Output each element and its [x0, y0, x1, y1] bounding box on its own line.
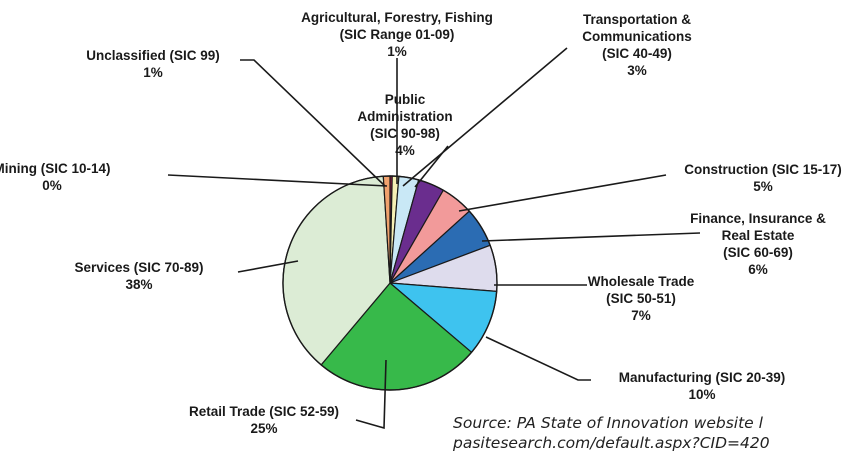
leader-line	[167, 174, 388, 187]
slice-label: Construction (SIC 15-17) 5%	[684, 162, 842, 194]
slice-percent: 38%	[125, 277, 152, 292]
slice-label-line: Wholesale Trade	[588, 274, 695, 289]
leader-lines	[167, 47, 701, 430]
slice-label-line: Manufacturing (SIC 20-39)	[619, 370, 786, 385]
slice-percent: 10%	[688, 387, 715, 402]
slice-label-line: (SIC Range 01-09)	[340, 27, 455, 42]
leader-line	[414, 145, 449, 188]
slice-label: Public Administration (SIC 90-98) 4%	[357, 92, 452, 158]
leader-line	[240, 59, 386, 187]
slice-percent: 3%	[627, 63, 647, 78]
slice-label-line: (SIC 50-51)	[606, 291, 676, 306]
slice-label-line: Transportation &	[583, 12, 691, 27]
slice-label: Agricultural, Forestry, Fishing (SIC Rang…	[301, 10, 493, 59]
slice-percent: 5%	[753, 179, 773, 194]
slice-label: Wholesale Trade (SIC 50-51) 7%	[588, 274, 695, 323]
leader-line	[402, 47, 568, 187]
pie-outline	[282, 175, 498, 391]
slice-label: Unclassified (SIC 99) 1%	[86, 48, 220, 80]
slice-percent: 25%	[250, 421, 277, 436]
slice-label: Services (SIC 70-89) 38%	[74, 260, 203, 292]
slice-label: Transportation & Communications (SIC 40-49…	[582, 12, 692, 78]
slice-percent: 1%	[387, 44, 407, 59]
slice-label: Mining (SIC 10-14) 0%	[0, 161, 111, 193]
slice-percent: 4%	[395, 143, 415, 158]
leader-line	[355, 359, 387, 430]
slice-percent: 7%	[631, 308, 651, 323]
source-line-1: Source: PA State of Innovation website l	[453, 414, 764, 432]
leader-line	[458, 174, 667, 212]
slice-label: Manufacturing (SIC 20-39) 10%	[619, 370, 786, 402]
slice-percent: 1%	[143, 65, 163, 80]
slice-label-line: (SIC 90-98)	[370, 126, 440, 141]
slice-label-line: (SIC 60-69)	[723, 245, 793, 260]
slice-label-line: Mining (SIC 10-14)	[0, 161, 111, 176]
slice-label-line: (SIC 40-49)	[602, 46, 672, 61]
leader-line	[237, 260, 299, 273]
slice-label-line: Services (SIC 70-89)	[74, 260, 203, 275]
slice-label-line: Unclassified (SIC 99)	[86, 48, 220, 63]
slice-label-line: Construction (SIC 15-17)	[684, 162, 842, 177]
pie-slices	[282, 175, 498, 391]
slice-label: Finance, Insurance & Real Estate (SIC 60-6…	[690, 211, 826, 277]
slice-label-line: Finance, Insurance &	[690, 211, 826, 226]
slice-label-line: Retail Trade (SIC 52-59)	[189, 404, 339, 419]
slice-label-line: Administration	[357, 109, 452, 124]
slice-label: Retail Trade (SIC 52-59) 25%	[189, 404, 339, 436]
slice-label-line: Public	[385, 92, 426, 107]
slice-label-line: Agricultural, Forestry, Fishing	[301, 10, 493, 25]
leader-line	[481, 232, 701, 242]
slice-label-line: Real Estate	[722, 228, 795, 243]
slice-labels: Mining (SIC 10-14) 0% Agricultural, Forest…	[0, 10, 842, 436]
slice-percent: 6%	[748, 262, 768, 277]
slice-percent: 0%	[42, 178, 62, 193]
leader-line	[485, 336, 591, 381]
source-note: Source: PA State of Innovation website l…	[452, 414, 770, 452]
slice-label-line: Communications	[582, 29, 692, 44]
source-line-2: pasitesearch.com/default.aspx?CID=420	[452, 434, 770, 452]
